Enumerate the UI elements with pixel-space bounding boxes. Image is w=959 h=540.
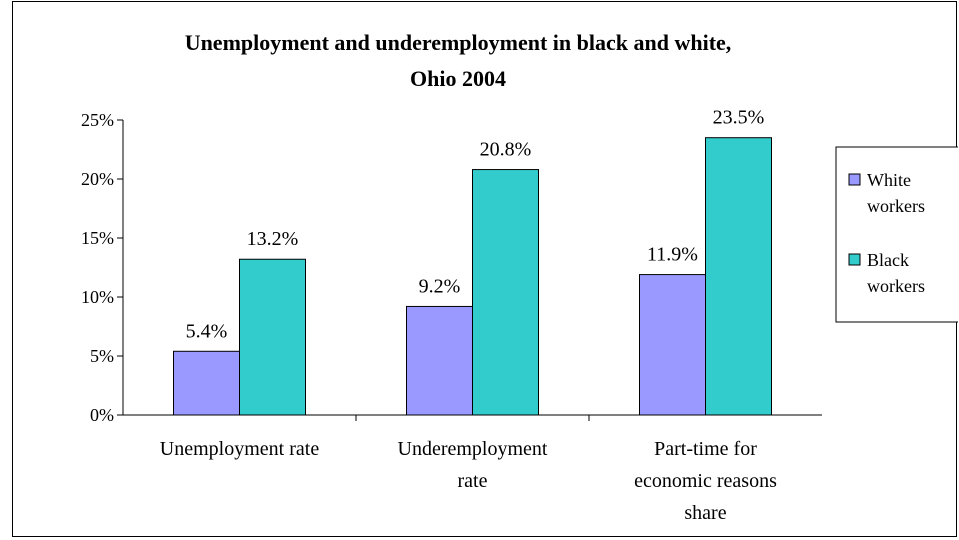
legend-label: White <box>867 170 911 190</box>
y-tick-label: 20% <box>81 169 114 189</box>
legend-label: workers <box>867 196 925 216</box>
data-label: 23.5% <box>713 107 765 129</box>
data-label: 20.8% <box>480 139 532 161</box>
y-tick-label: 25% <box>81 110 114 130</box>
bar <box>406 305 473 416</box>
data-label: 5.4% <box>186 320 228 342</box>
chart-frame: Unemployment and underemployment in blac… <box>12 1 958 537</box>
bars <box>173 137 772 416</box>
y-tick-label: 5% <box>90 346 114 366</box>
data-label: 13.2% <box>247 228 299 250</box>
bar <box>173 350 240 416</box>
category-label: Unemployment rate <box>160 438 320 460</box>
bar <box>705 137 772 416</box>
chart-title-line-2: Ohio 2004 <box>410 66 506 91</box>
category-label: economic reasons <box>634 470 777 492</box>
data-label: 9.2% <box>419 275 461 297</box>
legend-swatch <box>848 253 861 266</box>
bar <box>472 169 539 416</box>
legend: White workers Black workers <box>835 146 958 323</box>
data-label: 11.9% <box>647 244 698 266</box>
category-label: share <box>684 502 726 524</box>
legend-label: Black <box>867 250 909 270</box>
y-tick-label: 15% <box>81 228 114 248</box>
category-label: rate <box>458 470 488 492</box>
category-labels: Unemployment rate Underemployment rate Part… <box>160 438 777 524</box>
category-label: Part-time for <box>654 438 757 460</box>
data-labels: 5.4% 13.2% 9.2% 20.8% 11.9% 23.5% <box>186 107 765 343</box>
category-label: Underemployment <box>398 438 548 460</box>
bar <box>239 258 306 416</box>
legend-swatch <box>848 173 861 186</box>
legend-label: workers <box>867 276 925 296</box>
bar <box>639 274 706 416</box>
bar-chart: Unemployment and underemployment in blac… <box>81 30 958 524</box>
y-tick-label: 0% <box>90 405 114 425</box>
chart-title-line-1: Unemployment and underemployment in blac… <box>185 30 732 55</box>
y-tick-label: 10% <box>81 287 114 307</box>
